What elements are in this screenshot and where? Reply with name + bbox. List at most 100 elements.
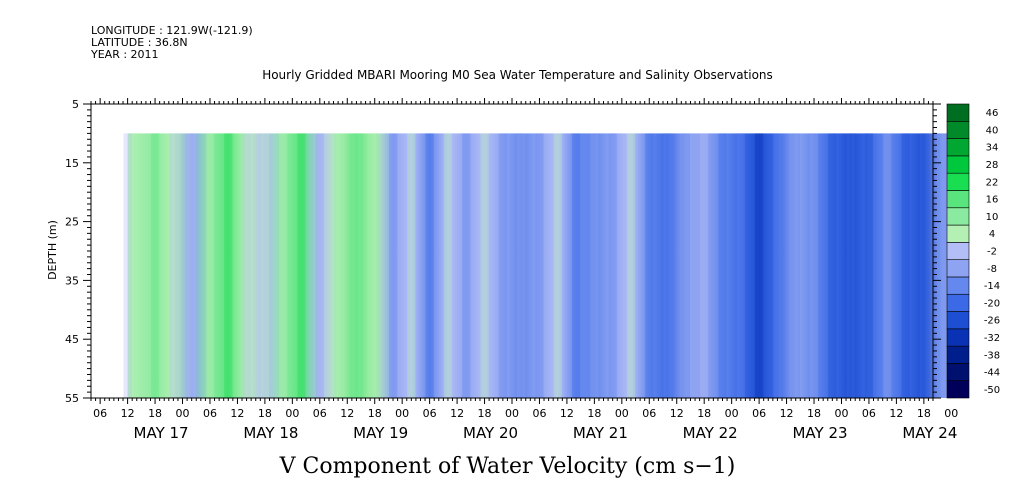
x-tick-label: 00 xyxy=(615,407,629,420)
velocity-streak xyxy=(297,133,306,398)
velocity-streak xyxy=(315,133,324,398)
velocity-streak xyxy=(681,133,691,398)
colorbar-swatch xyxy=(946,242,970,260)
colorbar-swatch xyxy=(946,380,970,399)
x-tick-label: 12 xyxy=(121,407,135,420)
colorbar-swatch xyxy=(946,120,970,139)
colorbar-label: 28 xyxy=(986,160,999,171)
y-tick-label: 35 xyxy=(65,274,79,287)
velocity-streak xyxy=(626,133,636,398)
colorbar-swatch xyxy=(946,172,970,191)
x-tick-label: 00 xyxy=(944,407,958,420)
x-tick-label: 12 xyxy=(670,407,684,420)
y-axis-label: DEPTH (m) xyxy=(46,220,59,280)
velocity-streak xyxy=(169,133,178,398)
velocity-streak xyxy=(864,133,874,398)
velocity-streak xyxy=(260,133,270,398)
axes: 06 12 18 00 06 12 18 00 06 12 18 00 06 12 18 00 06 12 18 00… xyxy=(65,98,958,442)
x-tick-label: 00 xyxy=(725,407,739,420)
x-tick-label: 12 xyxy=(450,407,464,420)
velocity-streak xyxy=(242,133,251,398)
x-tick-label: 00 xyxy=(285,407,299,420)
colorbar-label: 4 xyxy=(989,229,995,240)
variable-label: V Component of Water Velocity (cm s−1) xyxy=(279,454,736,479)
velocity-streak xyxy=(123,133,132,398)
longitude-label: LONGITUDE : 121.9W(-121.9) xyxy=(91,24,253,37)
velocity-streak xyxy=(791,133,800,398)
velocity-streak xyxy=(828,133,837,398)
velocity-streak xyxy=(279,133,288,398)
colorbar-swatch xyxy=(946,190,970,209)
velocity-streak xyxy=(333,133,343,398)
velocity-streak xyxy=(443,133,453,398)
colorbar-swatch xyxy=(946,207,970,226)
x-tick-label: 06 xyxy=(532,407,546,420)
velocity-streak xyxy=(773,133,782,398)
colorbar-label: -50 xyxy=(984,385,1000,396)
colorbar-swatch xyxy=(946,155,970,174)
y-tick-label: 55 xyxy=(65,392,79,405)
x-tick-label: 18 xyxy=(917,407,931,420)
x-tick-label: 06 xyxy=(93,407,107,420)
x-tick-label: 18 xyxy=(368,407,382,420)
colorbar-label: -26 xyxy=(984,316,1000,327)
y-tick-label: 15 xyxy=(65,157,79,170)
velocity-streak xyxy=(205,133,215,398)
x-day-label: MAY 18 xyxy=(243,424,298,442)
x-tick-label: 12 xyxy=(340,407,354,420)
colorbar-swatch xyxy=(946,259,970,278)
velocity-streak xyxy=(938,133,947,398)
velocity-streak xyxy=(901,133,910,398)
x-day-label: MAY 22 xyxy=(683,424,738,442)
velocity-streak xyxy=(571,133,581,398)
velocity-streak xyxy=(425,133,434,398)
velocity-streak xyxy=(498,133,507,398)
colorbar-swatch xyxy=(946,363,970,382)
x-tick-label: 06 xyxy=(313,407,327,420)
velocity-streak xyxy=(370,133,379,398)
colorbar-label: -32 xyxy=(984,333,1000,344)
velocity-streak xyxy=(608,133,617,398)
x-day-label: MAY 19 xyxy=(353,424,408,442)
x-tick-label: 06 xyxy=(423,407,437,420)
velocity-streak xyxy=(883,133,892,398)
colorbar-label: -14 xyxy=(984,281,1000,292)
y-tick-label: 5 xyxy=(72,98,79,111)
chart-title: Hourly Gridded MBARI Mooring M0 Sea Wate… xyxy=(262,68,773,82)
y-tick-label: 25 xyxy=(65,216,79,229)
colorbar-swatch xyxy=(946,138,970,157)
x-tick-label: 18 xyxy=(697,407,711,420)
colorbar-label: -38 xyxy=(984,350,1000,361)
colorbar-label: 34 xyxy=(986,143,999,154)
velocity-streak xyxy=(754,133,764,398)
x-day-label: MAY 24 xyxy=(902,424,957,442)
velocity-streak xyxy=(919,133,928,398)
velocity-streak xyxy=(352,133,361,398)
velocity-streak xyxy=(407,133,416,398)
velocity-streak xyxy=(224,133,233,398)
colorbar-swatch xyxy=(946,311,970,330)
velocity-field xyxy=(127,133,952,398)
x-day-label: MAY 17 xyxy=(134,424,189,442)
colorbar-swatch xyxy=(946,328,970,347)
colorbar-swatch xyxy=(946,224,970,243)
velocity-streak xyxy=(517,133,526,398)
velocity-streak xyxy=(846,133,855,398)
colorbar-label: -2 xyxy=(987,247,997,258)
x-tick-label: 06 xyxy=(642,407,656,420)
x-tick-label: 18 xyxy=(148,407,162,420)
velocity-streak xyxy=(388,133,398,398)
x-day-label: MAY 20 xyxy=(463,424,518,442)
velocity-streak xyxy=(718,133,727,398)
colorbar-label: 22 xyxy=(986,177,999,188)
x-day-label: MAY 23 xyxy=(792,424,847,442)
x-tick-label: 12 xyxy=(560,407,574,420)
velocity-streak xyxy=(700,133,709,398)
x-day-label: MAY 21 xyxy=(573,424,628,442)
velocity-streak xyxy=(645,133,654,398)
colorbar-swatch xyxy=(946,293,970,312)
x-tick-label: 00 xyxy=(505,407,519,420)
x-tick-label: 06 xyxy=(862,407,876,420)
velocity-streak xyxy=(480,133,489,398)
